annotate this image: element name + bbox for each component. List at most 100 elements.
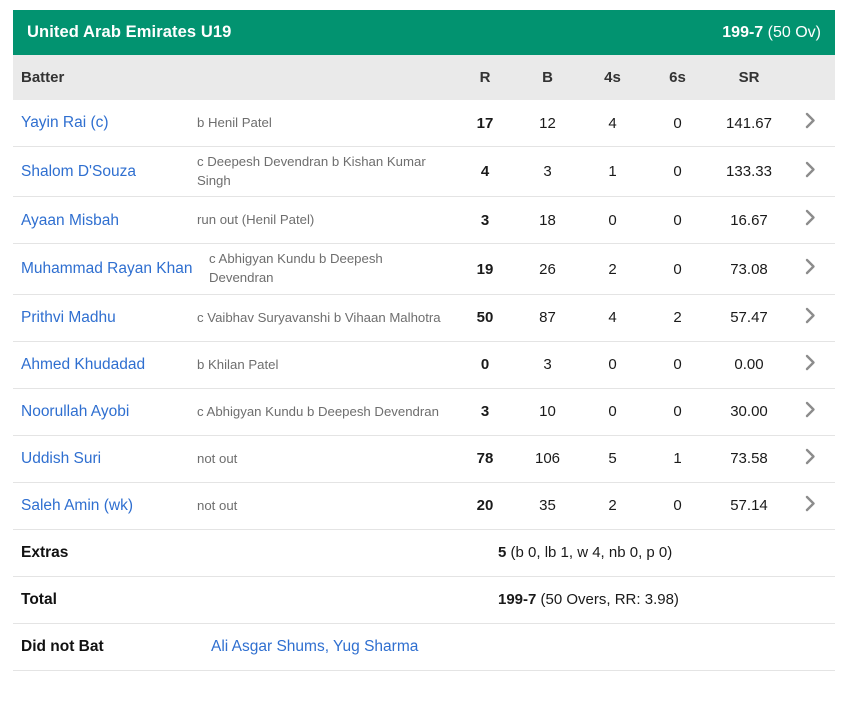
batter-name-link[interactable]: Muhammad Rayan Khan: [21, 260, 193, 278]
chevron-right-icon[interactable]: [788, 161, 832, 178]
strike-rate-value: 57.14: [730, 497, 768, 515]
dismissal-text: run out (Henil Patel): [197, 212, 315, 228]
batter-name-link[interactable]: Saleh Amin (wk): [21, 497, 133, 515]
strike-rate-value: 16.67: [730, 211, 768, 229]
chevron-right-icon[interactable]: [788, 354, 832, 371]
table-row[interactable]: Shalom D'Souza c Deepesh Devendran b Kish…: [13, 147, 835, 198]
sixes-value: 1: [673, 450, 682, 468]
chevron-right-icon[interactable]: [788, 448, 832, 465]
batter-name-link[interactable]: Ahmed Khudadad: [21, 356, 146, 374]
dismissal-text: not out: [197, 450, 238, 466]
balls-value: 18: [539, 211, 556, 229]
runs-value: 78: [476, 450, 494, 468]
innings-scorecard-card: United Arab Emirates U19 199-7 (50 Ov) B…: [13, 10, 835, 671]
batter-name-link[interactable]: Ayaan Misbah: [21, 211, 119, 229]
row-expand-cell[interactable]: [788, 161, 832, 183]
did-not-bat-players[interactable]: Ali Asgar Shums, Yug Sharma: [211, 637, 419, 655]
total-row: Total 199-7 (50 Overs, RR: 3.98): [13, 577, 835, 624]
column-header-runs: R: [479, 69, 491, 86]
sixes-value: 0: [673, 497, 682, 515]
dismissal-text: b Khilan Patel: [197, 356, 279, 372]
batter-name-link[interactable]: Noorullah Ayobi: [21, 403, 130, 421]
column-header-balls: B: [542, 69, 553, 86]
sixes-value: 0: [673, 114, 682, 132]
table-row[interactable]: Saleh Amin (wk) not out 20 35 2 0 57.14: [13, 483, 835, 530]
row-expand-cell[interactable]: [788, 401, 832, 423]
fours-value: 0: [608, 211, 617, 229]
total-value: 199-7 (50 Overs, RR: 3.98): [197, 591, 835, 608]
batter-name-link[interactable]: Uddish Suri: [21, 450, 102, 468]
runs-value: 3: [480, 403, 490, 421]
total-label: Total: [21, 590, 57, 608]
table-row[interactable]: Uddish Suri not out 78 106 5 1 73.58: [13, 436, 835, 483]
strike-rate-value: 133.33: [726, 163, 772, 181]
row-expand-cell[interactable]: [788, 209, 832, 231]
total-detail: (50 Overs, RR: 3.98): [536, 591, 679, 609]
balls-value: 3: [543, 356, 552, 374]
sixes-value: 0: [673, 260, 682, 278]
runs-value: 3: [480, 211, 490, 229]
chevron-right-icon[interactable]: [788, 401, 832, 418]
row-expand-cell[interactable]: [788, 448, 832, 470]
dismissal-text: c Abhigyan Kundu b Deepesh Devendran: [209, 251, 383, 286]
batter-rows-container: Yayin Rai (c) b Henil Patel 17 12 4 0 141.67 Sh…: [13, 100, 835, 530]
strike-rate-value: 57.47: [730, 309, 768, 327]
dismissal-text: b Henil Patel: [197, 114, 272, 130]
column-header-sixes: 6s: [669, 69, 686, 86]
extras-label: Extras: [21, 543, 69, 561]
balls-value: 10: [539, 403, 556, 421]
balls-value: 35: [539, 497, 556, 515]
innings-header: United Arab Emirates U19 199-7 (50 Ov): [13, 10, 835, 55]
sixes-value: 0: [673, 163, 682, 181]
chevron-right-icon[interactable]: [788, 495, 832, 512]
table-row[interactable]: Muhammad Rayan Khan c Abhigyan Kundu b De…: [13, 244, 835, 295]
chevron-right-icon[interactable]: [788, 209, 832, 226]
table-row[interactable]: Prithvi Madhu c Vaibhav Suryavanshi b Vih…: [13, 295, 835, 342]
chevron-right-icon[interactable]: [788, 112, 832, 129]
fours-value: 1: [608, 163, 617, 181]
table-row[interactable]: Noorullah Ayobi c Abhigyan Kundu b Deepes…: [13, 389, 835, 436]
batter-name-link[interactable]: Prithvi Madhu: [21, 309, 116, 327]
dismissal-text: c Deepesh Devendran b Kishan Kumar Singh: [197, 154, 426, 188]
row-expand-cell[interactable]: [788, 354, 832, 376]
balls-value: 3: [543, 163, 552, 181]
strike-rate-value: 73.58: [730, 450, 768, 468]
fours-value: 5: [608, 450, 617, 468]
runs-value: 19: [476, 260, 494, 278]
did-not-bat-row: Did not Bat Ali Asgar Shums, Yug Sharma: [13, 624, 835, 671]
innings-score: 199-7 (50 Ov): [722, 24, 821, 42]
table-row[interactable]: Ahmed Khudadad b Khilan Patel 0 3 0 0 0.00: [13, 342, 835, 389]
total-score: 199-7: [498, 591, 537, 609]
table-row[interactable]: Ayaan Misbah run out (Henil Patel) 3 18 0 0 16…: [13, 197, 835, 245]
balls-value: 26: [539, 260, 556, 278]
row-expand-cell[interactable]: [788, 495, 832, 517]
column-header-fours: 4s: [604, 69, 621, 86]
row-expand-cell[interactable]: [788, 307, 832, 329]
chevron-right-icon[interactable]: [788, 307, 832, 324]
sixes-value: 0: [673, 403, 682, 421]
table-column-header: Batter R B 4s 6s SR: [13, 55, 835, 100]
strike-rate-value: 30.00: [730, 403, 768, 421]
fours-value: 0: [608, 403, 617, 421]
fours-value: 4: [608, 114, 617, 132]
batter-name-link[interactable]: Shalom D'Souza: [21, 162, 136, 180]
sixes-value: 0: [673, 356, 682, 374]
balls-value: 87: [539, 309, 556, 327]
balls-value: 12: [539, 114, 556, 132]
balls-value: 106: [534, 450, 561, 468]
runs-value: 20: [476, 497, 494, 515]
row-expand-cell[interactable]: [788, 112, 832, 134]
sixes-value: 0: [673, 211, 682, 229]
innings-score-overs: (50 Ov): [767, 23, 821, 41]
runs-value: 4: [480, 163, 490, 181]
fours-value: 4: [608, 309, 617, 327]
dismissal-text: not out: [197, 497, 238, 513]
column-header-batter: Batter: [21, 69, 65, 86]
sixes-value: 2: [673, 309, 682, 327]
table-row[interactable]: Yayin Rai (c) b Henil Patel 17 12 4 0 141.67: [13, 100, 835, 147]
row-expand-cell[interactable]: [788, 258, 832, 280]
chevron-right-icon[interactable]: [788, 258, 832, 275]
runs-value: 50: [476, 309, 494, 327]
batter-name-link[interactable]: Yayin Rai (c): [21, 114, 109, 132]
